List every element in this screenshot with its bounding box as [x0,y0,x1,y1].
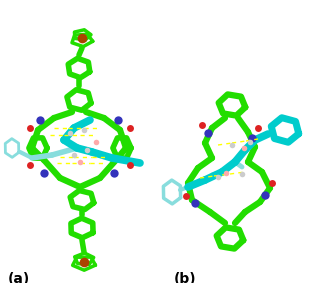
Text: (a): (a) [8,272,30,283]
Text: (b): (b) [174,272,197,283]
